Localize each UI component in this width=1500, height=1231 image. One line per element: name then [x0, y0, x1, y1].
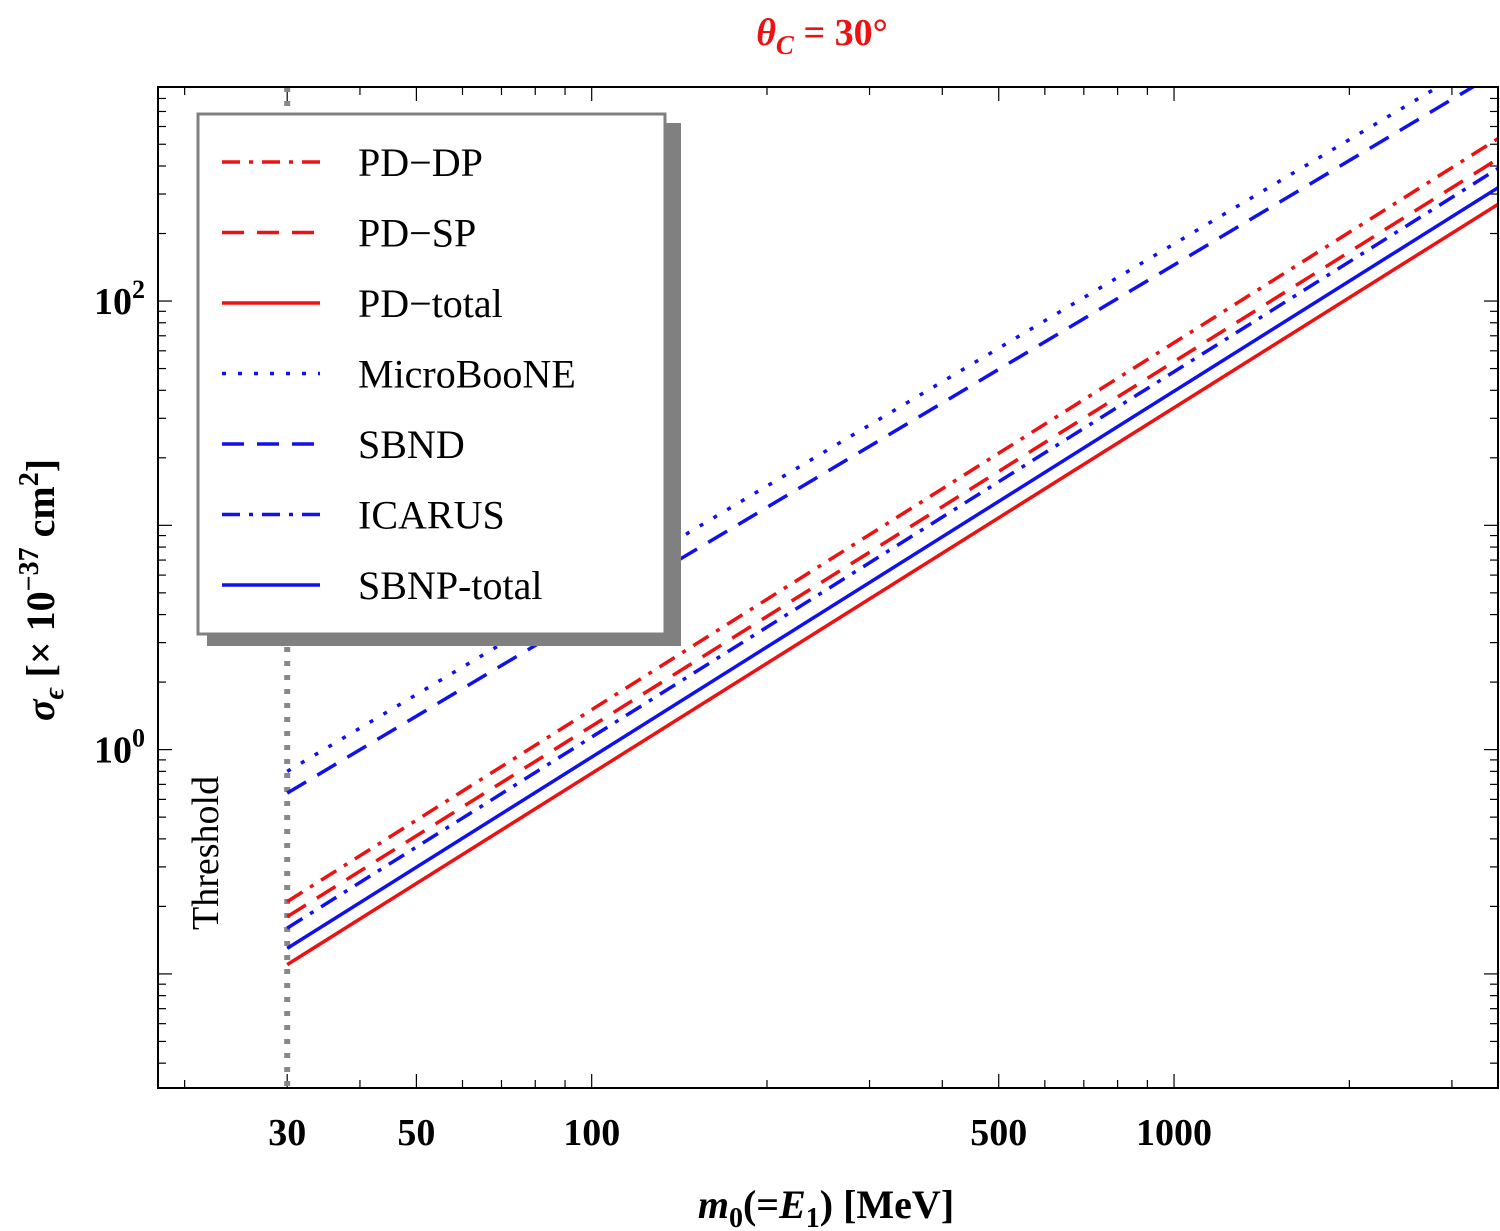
- legend-label: PD−total: [358, 281, 503, 326]
- y-tick-label: 102: [94, 275, 145, 323]
- y-tick-labels: 100 102: [94, 275, 145, 772]
- legend-box: [196, 112, 667, 636]
- legend-label: SBND: [358, 422, 465, 467]
- threshold-label: Threshold: [185, 776, 227, 930]
- plot-frame: [157, 86, 1499, 1089]
- x-tick-labels: 30 50 100 500 1000: [268, 1112, 1212, 1154]
- chart-title: θC = 30°: [756, 12, 888, 60]
- series-line-sbnp-total: [286, 186, 1498, 950]
- series-line-sbnd: [286, 87, 1477, 795]
- series-line-pd-sp: [286, 157, 1498, 919]
- legend-label: PD−SP: [358, 211, 476, 256]
- y-axis-label: σϵ [× 10−37 cm2]: [14, 459, 70, 721]
- x-tick-label: 30: [268, 1112, 306, 1154]
- legend-label: PD−DP: [358, 140, 483, 185]
- x-tick-label: 50: [397, 1112, 435, 1154]
- series-line-microboone: [286, 87, 1442, 773]
- legend-label: SBNP-total: [358, 563, 542, 608]
- legend: PD−DP PD−SP PD−total MicroBooNE SBND ICARUS SB…: [196, 112, 681, 646]
- x-tick-label: 1000: [1136, 1112, 1212, 1154]
- x-tick-label: 500: [970, 1112, 1027, 1154]
- x-tick-label: 100: [563, 1112, 620, 1154]
- series-lines: [286, 87, 1498, 967]
- x-axis-label: m0(=E1) [MeV]: [698, 1182, 954, 1231]
- legend-label: ICARUS: [358, 493, 505, 538]
- y-tick-label: 100: [94, 724, 145, 772]
- series-line-pd-total: [286, 202, 1498, 967]
- legend-label: MicroBooNE: [358, 352, 576, 397]
